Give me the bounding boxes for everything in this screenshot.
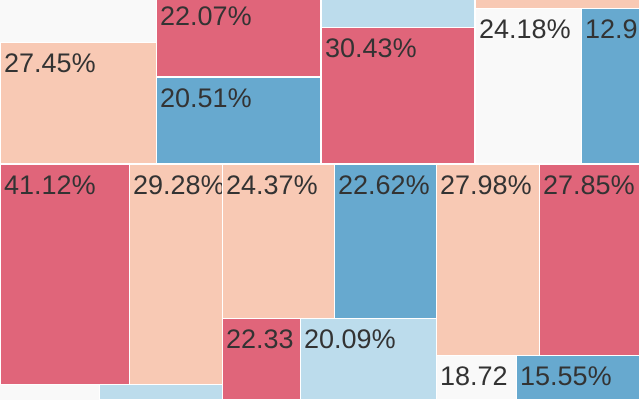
treemap-tile: 41.12% (0, 164, 130, 385)
tile-value-label: 27.98% (440, 170, 532, 200)
tile-value-label: 22.33 (226, 324, 294, 354)
tile-value-label: 24.18% (479, 14, 571, 44)
tile-value-label: 22.62% (338, 170, 430, 200)
treemap-tile: 22.33 (222, 318, 301, 400)
treemap-tile: 20.09% (300, 318, 437, 400)
treemap-tile: 24.18% (475, 8, 582, 164)
treemap-tile: 24.37% (222, 164, 335, 319)
treemap-tile: 30.43% (321, 27, 475, 164)
tile-value-label: 20.51% (160, 83, 252, 113)
treemap-tile: 22.07% (156, 0, 321, 77)
tile-value-label: 27.85% (543, 170, 635, 200)
tile-value-label: 12.9 (585, 14, 638, 44)
tile-value-label: 41.12% (4, 170, 96, 200)
treemap-tile: 27.85% (539, 164, 640, 356)
tile-value-label: 30.43% (325, 33, 417, 63)
tile-value-label: 22.07% (160, 1, 252, 31)
treemap-tile: 22.62% (334, 164, 437, 319)
treemap-tile: 29.28% (129, 164, 223, 385)
treemap-tile: 12.9 (581, 8, 640, 164)
treemap-tile: 20.51% (156, 77, 321, 164)
treemap-tile: 27.45% (0, 42, 157, 164)
treemap-tile (99, 384, 223, 400)
tile-value-label: 18.72 (440, 361, 508, 391)
tile-value-label: 29.28% (133, 170, 223, 200)
tile-value-label: 27.45% (4, 48, 96, 78)
tile-value-label: 24.37% (226, 170, 318, 200)
treemap-tile: 27.98% (436, 164, 540, 356)
tile-value-label: 20.09% (304, 324, 396, 354)
treemap-tile: 18.72 (436, 355, 517, 400)
tile-value-label: 15.55% (520, 361, 612, 391)
treemap-tile: 15.55% (516, 355, 640, 400)
treemap-tile (321, 0, 475, 28)
